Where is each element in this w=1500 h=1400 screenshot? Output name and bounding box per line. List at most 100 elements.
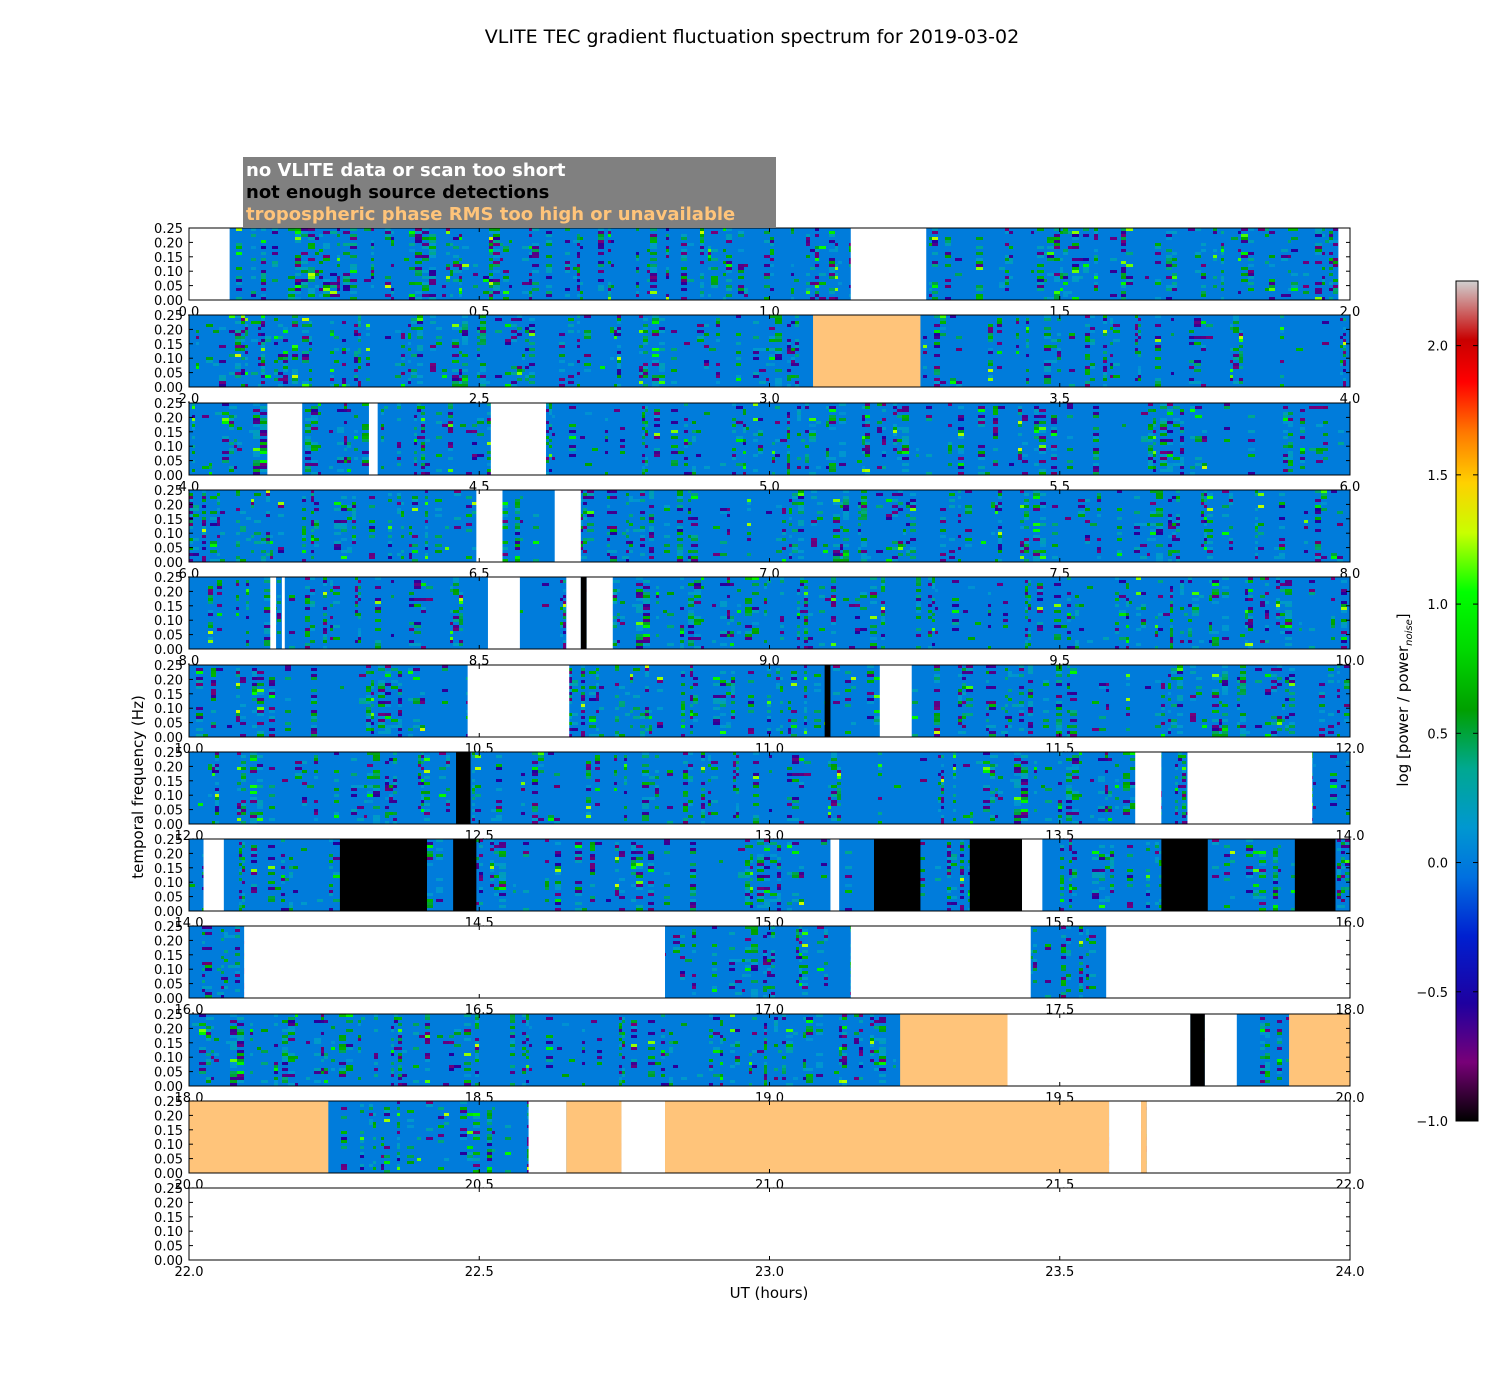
y-tick-label: 0.05 xyxy=(154,542,183,557)
flag-region-nodata xyxy=(830,839,840,911)
y-tick-label: 0.25 xyxy=(154,397,183,412)
spectrum-texture xyxy=(189,228,1350,300)
spectrum-panel: 0.000.050.100.150.200.250.0 0.5 1.0 1.5 2.0 xyxy=(154,222,1360,320)
flag-region-nodata xyxy=(528,1101,567,1173)
flag-region-nodata xyxy=(850,926,1031,998)
y-tick-label: 0.00 xyxy=(154,905,183,920)
y-tick-label: 0.05 xyxy=(154,978,183,993)
y-tick-label: 0.10 xyxy=(154,614,183,629)
y-tick-label: 0.10 xyxy=(154,1225,183,1240)
y-tick-label: 0.15 xyxy=(154,600,183,615)
flag-region-nodata xyxy=(1204,1014,1237,1086)
y-tick-label: 0.15 xyxy=(154,251,183,266)
y-tick-label: 0.10 xyxy=(154,1051,183,1066)
spectrum-panel: 0.000.050.100.150.200.254.0 4.5 5.0 5.5 6.0 xyxy=(154,397,1360,495)
y-tick-label: 0.10 xyxy=(154,789,183,804)
spectrum-panel: 0.000.050.100.150.200.258.0 8.5 9.0 9.5 10.0 xyxy=(154,571,1364,669)
colorbar-label-main: log [power / power xyxy=(1394,645,1412,787)
flag-region-tropo xyxy=(189,1101,329,1173)
y-tick-label: 0.05 xyxy=(154,629,183,644)
y-tick-label: 0.10 xyxy=(154,527,183,542)
x-tick-label: 23.5 xyxy=(1045,1265,1074,1280)
y-tick-label: 0.00 xyxy=(154,556,183,571)
flag-region-nodata xyxy=(267,403,303,475)
legend-entry-detections: not enough source detections xyxy=(246,182,549,203)
y-tick-label: 0.00 xyxy=(154,1080,183,1095)
y-tick-label: 0.05 xyxy=(154,1066,183,1081)
y-tick-label: 0.05 xyxy=(154,455,183,470)
flag-region-nodata xyxy=(1106,926,1350,998)
x-tick-label: 22.0 xyxy=(175,1265,204,1280)
legend-entry-tropo: tropospheric phase RMS too high or unava… xyxy=(246,204,735,225)
colorbar-tick-label: −0.5 xyxy=(1416,986,1448,1001)
y-tick-label: 0.05 xyxy=(154,891,183,906)
x-tick-label: 23.0 xyxy=(755,1265,784,1280)
y-tick-label: 0.20 xyxy=(154,585,183,600)
flag-region-detections xyxy=(824,665,831,737)
flag-region-tropo xyxy=(665,1101,1110,1173)
colorbar-tick-label: 0.0 xyxy=(1427,857,1448,872)
flag-region-nodata xyxy=(490,403,547,475)
x-axis-label: UT (hours) xyxy=(730,1284,809,1302)
flag-region-detections xyxy=(580,577,587,649)
colorbar-label-sub: noise xyxy=(1404,619,1415,646)
colorbar-tick-label: 1.5 xyxy=(1427,469,1448,484)
spectrum-texture xyxy=(189,752,1350,824)
flag-region-nodata xyxy=(270,577,277,649)
y-tick-label: 0.15 xyxy=(154,1211,183,1226)
y-tick-label: 0.15 xyxy=(154,1037,183,1052)
flag-region-nodata xyxy=(879,665,912,737)
y-tick-label: 0.15 xyxy=(154,513,183,528)
flag-region-nodata xyxy=(487,577,520,649)
y-tick-label: 0.20 xyxy=(154,1022,183,1037)
y-tick-label: 0.15 xyxy=(154,775,183,790)
flag-region-nodata xyxy=(203,839,224,911)
y-tick-label: 0.25 xyxy=(154,833,183,848)
y-tick-label: 0.00 xyxy=(154,469,183,484)
y-tick-label: 0.10 xyxy=(154,440,183,455)
flag-region-nodata xyxy=(621,1101,666,1173)
spectrum-panels: 0.000.050.100.150.200.250.0 0.5 1.0 1.5 2.00… xyxy=(154,222,1364,1280)
flag-region-tropo xyxy=(1141,1101,1147,1173)
flag-region-nodata xyxy=(1135,752,1162,824)
y-tick-label: 0.25 xyxy=(154,920,183,935)
colorbar: 2.0 1.5 1.0 0.5 0.0 −0.5 −1.0 log [power / pow… xyxy=(1394,280,1479,1130)
y-tick-label: 0.20 xyxy=(154,498,183,513)
legend-entry-no-data: no VLITE data or scan too short xyxy=(246,160,566,181)
flag-region-nodata xyxy=(554,490,581,562)
y-tick-label: 0.15 xyxy=(154,426,183,441)
y-tick-label: 0.25 xyxy=(154,659,183,674)
y-tick-label: 0.00 xyxy=(154,1167,183,1182)
y-tick-label: 0.00 xyxy=(154,294,183,309)
colorbar-label: log [power / powernoise] xyxy=(1394,613,1415,786)
flag-region-detections xyxy=(453,839,477,911)
y-tick-label: 0.20 xyxy=(154,1196,183,1211)
flag-region-nodata xyxy=(467,665,570,737)
flag-region-nodata xyxy=(850,228,927,300)
y-tick-label: 0.20 xyxy=(154,847,183,862)
y-tick-label: 0.20 xyxy=(154,934,183,949)
colorbar-gradient xyxy=(1455,280,1479,1122)
colorbar-label-end: ] xyxy=(1394,613,1412,619)
flag-region-nodata xyxy=(566,577,581,649)
spectrum-texture xyxy=(189,577,1350,649)
flag-region-nodata xyxy=(189,1188,1350,1260)
flag-region-tropo xyxy=(1289,1014,1350,1086)
flag-region-detections xyxy=(1161,839,1208,911)
y-tick-label: 0.05 xyxy=(154,804,183,819)
y-tick-label: 0.25 xyxy=(154,1008,183,1023)
y-tick-label: 0.25 xyxy=(154,571,183,586)
y-tick-label: 0.05 xyxy=(154,1240,183,1255)
flag-region-nodata xyxy=(476,490,503,562)
spectrum-texture xyxy=(189,490,1350,562)
y-tick-label: 0.15 xyxy=(154,338,183,353)
x-tick-label: 24.0 xyxy=(1336,1265,1365,1280)
colorbar-ticks: 2.0 1.5 1.0 0.5 0.0 −0.5 −1.0 xyxy=(1416,340,1478,1130)
y-tick-label: 0.00 xyxy=(154,643,183,658)
flag-region-nodata xyxy=(189,228,230,300)
colorbar-tick-label: 0.5 xyxy=(1427,727,1448,742)
